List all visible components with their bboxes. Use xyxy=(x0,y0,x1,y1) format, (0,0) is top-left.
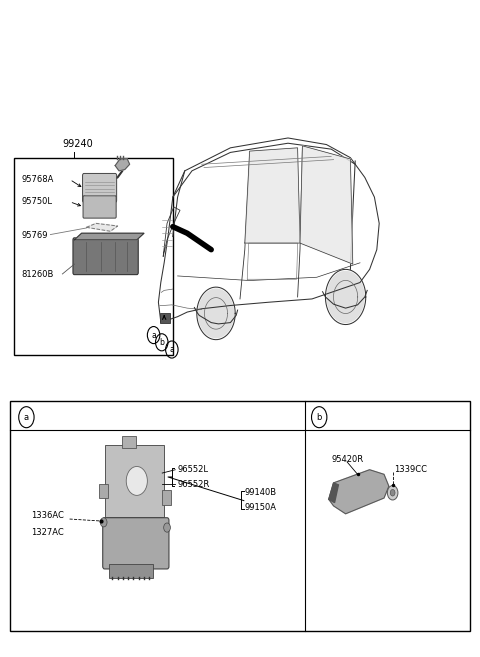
FancyBboxPatch shape xyxy=(105,445,164,517)
Text: a: a xyxy=(169,345,174,354)
FancyBboxPatch shape xyxy=(83,173,117,202)
Text: 99150A: 99150A xyxy=(245,503,277,512)
Polygon shape xyxy=(300,146,353,264)
Text: 95420R: 95420R xyxy=(331,455,363,464)
Circle shape xyxy=(100,518,107,527)
Circle shape xyxy=(387,486,398,500)
Polygon shape xyxy=(115,159,130,171)
Bar xyxy=(14,158,173,355)
Bar xyxy=(122,436,136,448)
Text: 1339CC: 1339CC xyxy=(394,465,427,474)
Bar xyxy=(160,313,170,323)
Polygon shape xyxy=(245,148,300,243)
Text: 95768A: 95768A xyxy=(22,175,54,184)
Circle shape xyxy=(326,271,365,323)
FancyBboxPatch shape xyxy=(83,196,116,218)
Polygon shape xyxy=(329,470,389,514)
Bar xyxy=(162,490,171,505)
Bar xyxy=(99,484,108,498)
Text: 1336AC: 1336AC xyxy=(31,511,64,520)
Text: 81260B: 81260B xyxy=(22,270,54,279)
Polygon shape xyxy=(329,483,338,503)
Circle shape xyxy=(126,466,147,495)
Text: 95750L: 95750L xyxy=(22,197,53,206)
Text: a: a xyxy=(24,413,29,422)
Text: 99240: 99240 xyxy=(62,139,93,149)
Circle shape xyxy=(390,489,395,496)
FancyBboxPatch shape xyxy=(103,518,169,569)
Circle shape xyxy=(164,523,170,532)
Bar xyxy=(10,401,470,631)
Text: 99140B: 99140B xyxy=(245,488,277,497)
Polygon shape xyxy=(86,223,118,231)
Text: 1327AC: 1327AC xyxy=(31,528,64,537)
Bar xyxy=(109,564,153,578)
Circle shape xyxy=(198,288,234,338)
Text: 96552R: 96552R xyxy=(178,480,210,489)
Text: b: b xyxy=(316,413,322,422)
Text: 95769: 95769 xyxy=(22,231,48,240)
Text: 96552L: 96552L xyxy=(178,465,209,474)
Text: a: a xyxy=(151,330,156,340)
Text: b: b xyxy=(159,338,164,347)
Polygon shape xyxy=(74,233,144,240)
FancyBboxPatch shape xyxy=(73,238,138,275)
